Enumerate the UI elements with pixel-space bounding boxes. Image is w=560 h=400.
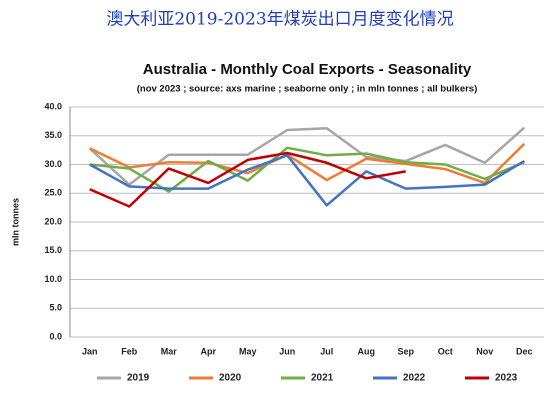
series-line	[89, 142, 526, 185]
x-tick-label: Jul	[320, 346, 333, 356]
x-tick-label: Apr	[201, 346, 217, 356]
x-tick-label: Mar	[161, 346, 178, 356]
x-tick-label: Aug	[358, 346, 376, 356]
y-axis-label: mln tonnes	[10, 198, 20, 246]
y-tick-label: 15.0	[44, 245, 62, 255]
y-tick-label: 10.0	[44, 274, 62, 284]
x-tick-label: Dec	[516, 346, 533, 356]
y-tick-label: 35.0	[44, 130, 62, 140]
series-line	[89, 154, 525, 207]
legend-label: 2021	[311, 373, 334, 384]
legend-label: 2020	[219, 373, 242, 384]
x-tick-label: Feb	[121, 346, 138, 356]
x-tick-label: Sep	[397, 346, 414, 356]
legend-label: 2019	[127, 373, 150, 384]
chart-title: Australia - Monthly Coal Exports - Seaso…	[143, 61, 472, 78]
x-tick-label: May	[239, 346, 257, 356]
x-tick-label: Jan	[82, 346, 98, 356]
x-tick-label: Jun	[279, 346, 295, 356]
legend-label: 2023	[495, 373, 518, 384]
y-tick-label: 40.0	[44, 101, 62, 111]
x-tick-label: Oct	[438, 346, 453, 356]
y-tick-label: 0.0	[49, 331, 62, 341]
legend-label: 2022	[403, 373, 426, 384]
page-title: 澳大利亚2019-2023年煤炭出口月度变化情况	[106, 10, 453, 30]
y-tick-label: 5.0	[49, 303, 62, 313]
y-tick-label: 20.0	[44, 216, 62, 226]
series-line	[89, 151, 406, 208]
x-tick-label: Nov	[476, 346, 493, 356]
series-line	[88, 126, 526, 186]
y-tick-label: 30.0	[44, 159, 62, 169]
chart-subtitle: (nov 2023 ; source: axs marine ; seaborn…	[137, 84, 478, 95]
y-tick-label: 25.0	[44, 188, 62, 198]
